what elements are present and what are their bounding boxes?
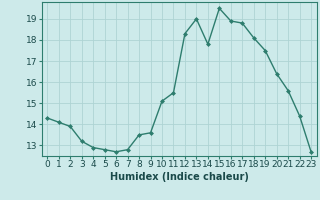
X-axis label: Humidex (Indice chaleur): Humidex (Indice chaleur)	[110, 172, 249, 182]
